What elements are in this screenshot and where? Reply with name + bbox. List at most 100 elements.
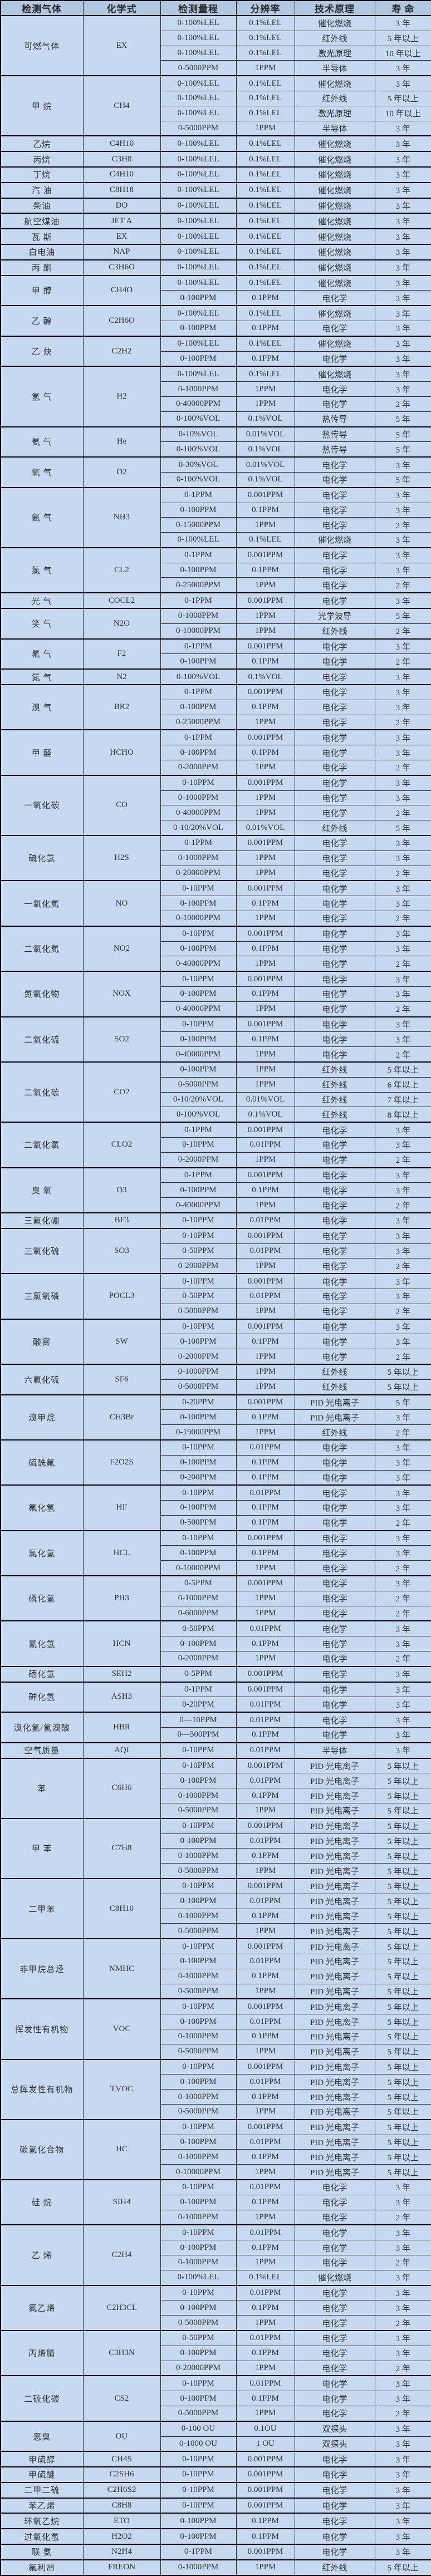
table-row: 0-1000PPM 0.1PPM PID 光电离子 5 年以上 bbox=[1, 2028, 431, 2044]
principle-cell: 电化学 bbox=[294, 1605, 375, 1621]
table-row: 0-5000PPM 1PPM PID 光电离子 5 年以上 bbox=[1, 1983, 431, 1999]
table-row: 0-100PPM 0.1PPM 电化学 3 年 bbox=[1, 502, 431, 518]
lifespan-cell: 3 年 bbox=[374, 1620, 431, 1637]
gas-name-cell: 二硫化碳 bbox=[0, 2375, 84, 2422]
resolution-cell: 0.1%LEL bbox=[236, 166, 295, 183]
gas-name-cell: 一氧化碳 bbox=[0, 774, 84, 836]
lifespan-cell: 5 年以上 bbox=[374, 1803, 431, 1819]
range-cell: 0-100PPM bbox=[160, 2134, 237, 2150]
resolution-cell: 0.001PPM bbox=[236, 2481, 295, 2499]
lifespan-cell: 3 年 bbox=[374, 335, 431, 352]
formula-cell: C3H8 bbox=[82, 151, 161, 168]
range-cell: 0-100%LEL bbox=[160, 197, 237, 214]
range-cell: 0-100%VOL bbox=[160, 471, 237, 488]
resolution-cell: 1PPM bbox=[236, 60, 295, 76]
resolution-cell: 0.01PPM bbox=[236, 1620, 295, 1637]
range-cell: 0-10PPM bbox=[160, 2284, 237, 2301]
lifespan-cell: 2 年 bbox=[374, 1560, 431, 1576]
gas-name-cell: 臭 氧 bbox=[0, 1167, 84, 1213]
table-row: 氟化氢 HF 0-10PPM 0.01PPM 电化学 3 年 bbox=[0, 1484, 431, 1531]
formula-cell: F2 bbox=[82, 638, 161, 670]
table-row: 0-100PPM 0.1PPM 电化学 3 年 bbox=[1, 2240, 431, 2255]
range-cell: 0-500PPM bbox=[160, 1515, 237, 1531]
resolution-cell: 0.001PPM bbox=[236, 2497, 295, 2514]
resolution-cell: 0.01PPM bbox=[236, 1893, 295, 1909]
range-cell: 0-10PPM bbox=[160, 1484, 237, 1501]
range-cell: 0-5000PPM bbox=[160, 2405, 237, 2422]
table-row: 氟利昂 FREON 0-1000PPM 1PPM 红外线 5 年以上 bbox=[0, 2559, 431, 2576]
column-header-lifespan: 寿 命 bbox=[374, 0, 431, 16]
resolution-cell: 1PPM bbox=[236, 1061, 295, 1078]
lifespan-cell: 3 年 bbox=[374, 1484, 431, 1501]
header-row: 检测气体 化学式 检测量程 分辨率 技术原理 寿 命 bbox=[0, 0, 431, 16]
principle-cell: 催化燃烧 bbox=[294, 197, 375, 214]
lifespan-cell: 3 年 bbox=[374, 197, 431, 214]
resolution-cell: 0.001PPM bbox=[236, 1530, 295, 1546]
resolution-cell: 0.1PPM bbox=[236, 1636, 295, 1652]
lifespan-cell: 3 年 bbox=[374, 1288, 431, 1304]
principle-cell: 红外线 bbox=[294, 1107, 375, 1123]
principle-cell: 电化学 bbox=[294, 1636, 375, 1652]
table-row: 总挥发性有机物 TVOC 0-10PPM 0.001PPM PID 光电离子 5 年以上 bbox=[0, 2058, 431, 2120]
lifespan-cell: 3 年 bbox=[374, 668, 431, 685]
principle-cell: 催化燃烧 bbox=[294, 135, 375, 152]
principle-cell: 红外线 bbox=[294, 1076, 375, 1093]
resolution-cell: 0.01%VOL bbox=[236, 456, 295, 473]
principle-cell: 电化学 bbox=[294, 1439, 375, 1456]
lifespan-cell: 3 年 bbox=[374, 135, 431, 152]
table-row: 0-200PPM 0.1PPM 电化学 3 年 bbox=[1, 1469, 431, 1486]
table-row: 0-100PPM 0.01PPM PID 光电离子 5 年以上 bbox=[1, 2074, 431, 2090]
column-header-principle: 技术原理 bbox=[294, 0, 375, 16]
resolution-cell: 0.1%VOL bbox=[236, 668, 295, 685]
resolution-cell: 1PPM bbox=[236, 1076, 295, 1093]
gas-name-cell: 氮 气 bbox=[0, 668, 84, 685]
resolution-cell: 0.1PPM bbox=[236, 1908, 295, 1924]
table-row: 0-40000PPM 1PPM 电化学 2 年 bbox=[1, 1197, 431, 1213]
resolution-cell: 0.1PPM bbox=[236, 1409, 295, 1425]
range-cell: 0-100%LEL bbox=[160, 14, 237, 31]
principle-cell: 电化学 bbox=[294, 668, 375, 685]
resolution-cell: 0.001PPM bbox=[236, 1878, 295, 1894]
formula-cell: NOX bbox=[82, 971, 161, 1017]
lifespan-cell: 5 年 bbox=[374, 426, 431, 443]
resolution-cell: 0.1PPM bbox=[236, 351, 295, 367]
principle-cell: 红外线 bbox=[294, 1379, 375, 1395]
range-cell: 0-10000PPM bbox=[160, 911, 237, 927]
table-row: 0-100%LEL 0.1%LEL 催化燃烧 3 年 bbox=[1, 532, 431, 548]
resolution-cell: 0.001PPM bbox=[236, 1665, 295, 1683]
table-row: 氧 气 O2 0-30%VOL 0.01%VOL 电化学 3 年 bbox=[0, 456, 431, 488]
gas-name-cell: 乙烷 bbox=[0, 135, 84, 152]
principle-cell: 电化学 bbox=[294, 2451, 375, 2467]
table-row: 二甲二硫 C2H6S2 0-10PPM 0.001PPM 电化学 3 年 bbox=[0, 2481, 431, 2499]
range-cell: 0-10PPM bbox=[160, 925, 237, 942]
resolution-cell: 0.1PPM bbox=[236, 2089, 295, 2105]
table-row: 臭 氧 O3 0-1PPM 0.001PPM 电化学 3 年 bbox=[0, 1167, 431, 1213]
formula-cell: CL2 bbox=[82, 547, 161, 593]
table-row: 乙 烯 C2H4 0-10PPM 0.01PPM 电化学 3 年 bbox=[0, 2224, 431, 2286]
resolution-cell: 1PPM bbox=[236, 381, 295, 397]
table-row: 0-6000PPM 1PPM 电化学 2 年 bbox=[1, 1605, 431, 1621]
lifespan-cell: 2 年 bbox=[374, 805, 431, 821]
lifespan-cell: 3 年 bbox=[374, 1697, 431, 1713]
range-cell: 0-1PPM bbox=[160, 1681, 237, 1698]
range-cell: 0-10PPM bbox=[160, 1273, 237, 1289]
formula-cell: F2O2S bbox=[82, 1439, 161, 1486]
formula-cell: C2H2 bbox=[82, 335, 161, 367]
gas-name-cell: 硫化氢 bbox=[0, 835, 84, 881]
lifespan-cell: 3 年 bbox=[374, 1500, 431, 1516]
range-cell: 0-10000PPM bbox=[160, 623, 237, 640]
formula-cell: TVOC bbox=[82, 2058, 161, 2120]
table-row: 0-100PPM 0.1PPM 电化学 3 年 bbox=[1, 1031, 431, 1048]
resolution-cell: 0.1%LEL bbox=[236, 305, 295, 321]
table-row: 氨 气 NH3 0-1PPM 0.001PPM 电化学 3 年 bbox=[0, 486, 431, 548]
formula-cell: C2H6O bbox=[82, 305, 161, 337]
lifespan-cell: 3 年 bbox=[374, 1530, 431, 1546]
lifespan-cell: 5 年以上 bbox=[374, 1363, 431, 1380]
gas-name-cell: 甲 烷 bbox=[0, 75, 84, 136]
table-row: 0-10/20%VOL 0.01%VOL 红外线 5 年 bbox=[1, 820, 431, 836]
range-cell: 0-100%LEL bbox=[160, 274, 237, 291]
table-row: 0-100PPM 0.1PPM 电化学 3 年 bbox=[1, 1545, 431, 1561]
gas-name-cell: 丙烯腈 bbox=[0, 2329, 84, 2376]
formula-cell: SIH4 bbox=[82, 2179, 161, 2225]
resolution-cell: 0.01%VOL bbox=[236, 1092, 295, 1108]
